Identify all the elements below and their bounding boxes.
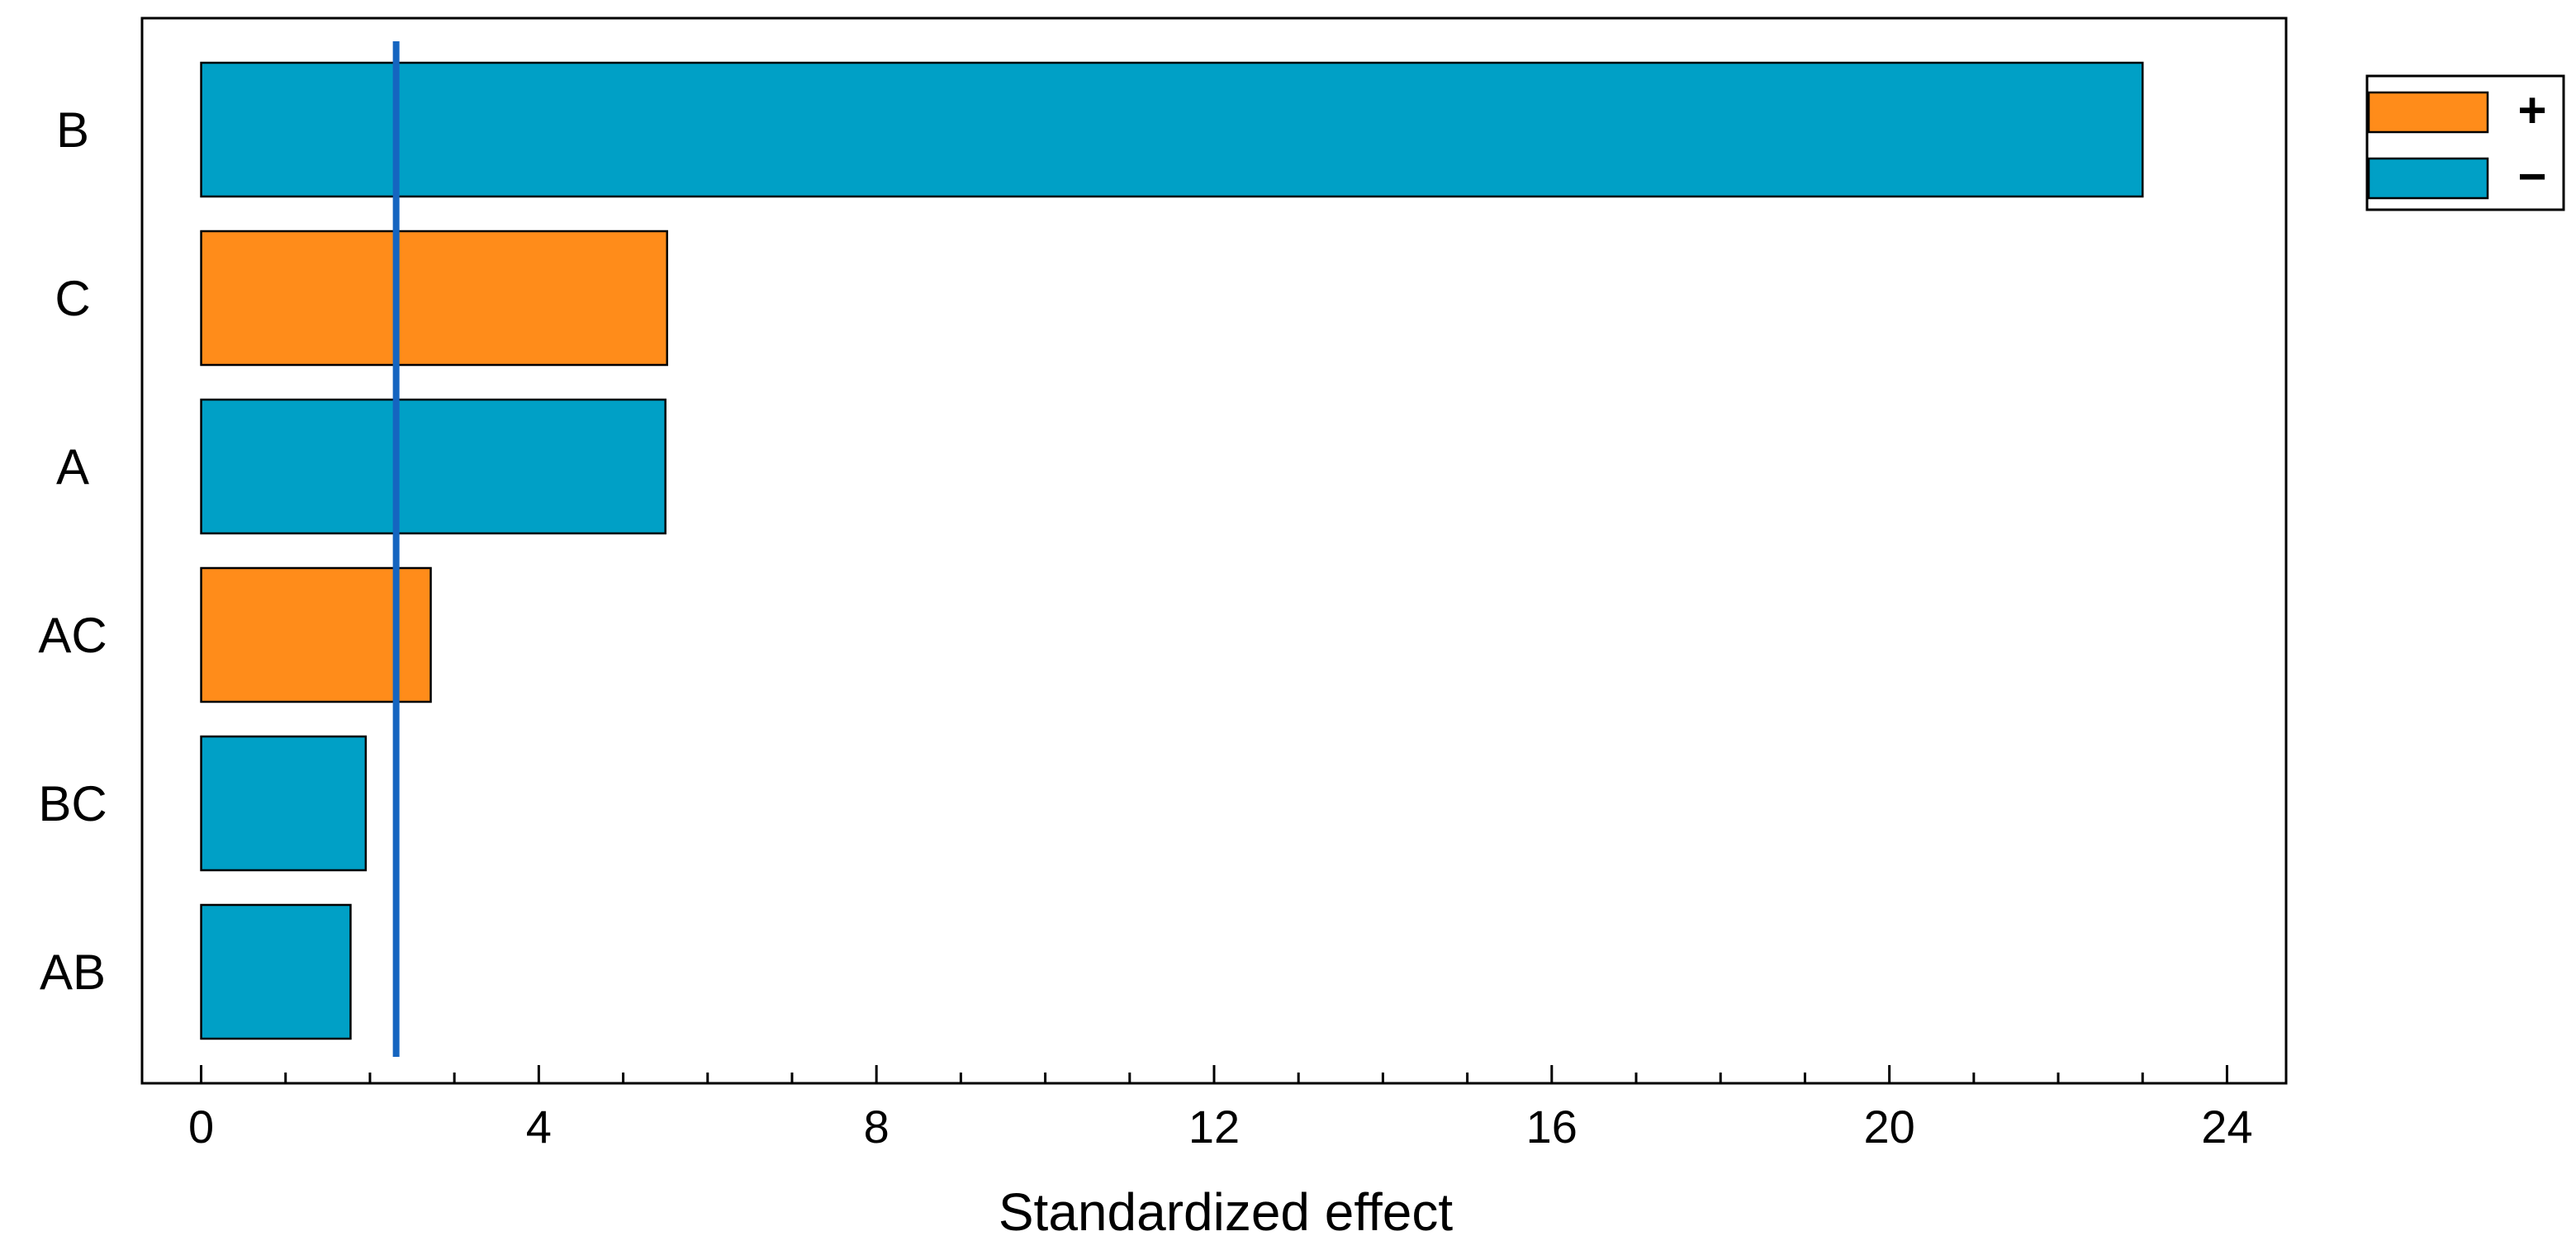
- bar-c: [200, 230, 668, 367]
- x-tick-label: 4: [526, 1101, 552, 1153]
- category-label-bc: BC: [38, 776, 107, 831]
- category-label-ac: AC: [38, 608, 107, 663]
- x-tick-label: 24: [2201, 1101, 2252, 1153]
- legend-label-negative: −: [2517, 149, 2546, 204]
- category-label-c: C: [55, 271, 90, 326]
- bar-a: [200, 398, 667, 535]
- bar-b: [200, 61, 2144, 198]
- x-axis: 0 4 8 12 16 20 24: [188, 1065, 2253, 1153]
- bars-group: [200, 61, 2144, 1040]
- x-axis-title: Standardized effect: [999, 1182, 1454, 1242]
- category-label-b: B: [56, 102, 89, 158]
- x-tick-label: 0: [188, 1101, 214, 1153]
- category-label-a: A: [56, 439, 89, 495]
- legend-label-positive: +: [2517, 83, 2546, 138]
- x-tick-label: 20: [1863, 1101, 1914, 1153]
- x-tick-label: 16: [1526, 1101, 1577, 1153]
- bar-bc: [200, 735, 368, 872]
- legend: +−: [2365, 74, 2565, 211]
- legend-swatch-negative: [2367, 157, 2489, 200]
- x-tick-label: 12: [1188, 1101, 1240, 1153]
- legend-swatch-positive: [2367, 91, 2489, 134]
- bar-ab: [200, 903, 352, 1040]
- category-label-ab: AB: [40, 945, 106, 1000]
- bar-ac: [200, 566, 432, 703]
- x-tick-label: 8: [864, 1101, 890, 1153]
